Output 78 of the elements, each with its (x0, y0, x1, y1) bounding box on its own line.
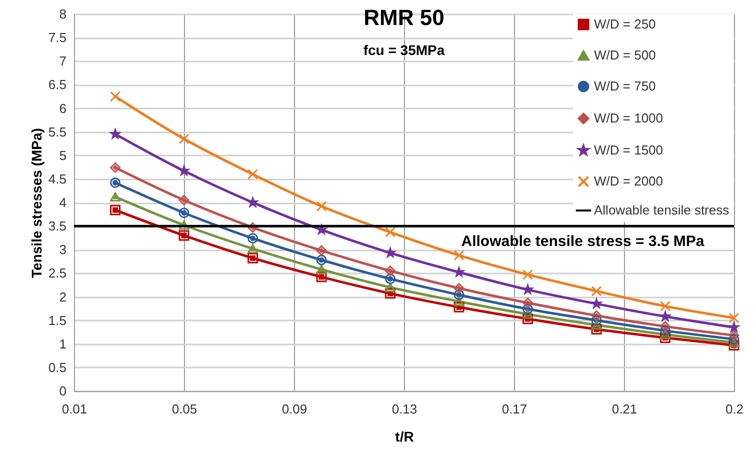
point (316, 254, 327, 266)
point (522, 298, 533, 308)
point (178, 166, 190, 176)
point (248, 169, 258, 180)
legend-label: Allowable tensile stress (594, 202, 730, 218)
y-tick-label: 1.5 (48, 312, 66, 328)
point (591, 320, 602, 330)
point (660, 311, 670, 321)
chart-title: RMR 50 (364, 5, 444, 30)
point (316, 201, 327, 212)
y-tick-label: 7.5 (48, 30, 66, 46)
x-tick-label: 0.01 (62, 402, 88, 416)
y-tick-label: 7 (59, 54, 66, 69)
y-tick-label: 3 (59, 242, 66, 258)
point (385, 226, 396, 238)
x-tick-label: 0.21 (612, 402, 638, 416)
y-tick-label: 0 (59, 384, 66, 398)
point (522, 269, 533, 280)
point (728, 322, 740, 332)
point (316, 264, 327, 274)
y-tick-label: 4.5 (48, 171, 66, 186)
point (248, 233, 258, 244)
point (385, 248, 396, 258)
y-tick-label: 2 (59, 289, 66, 304)
y-tick-label: 4 (59, 195, 66, 210)
legend-label: W/D = 250 (594, 16, 656, 32)
point (454, 302, 464, 312)
point (110, 162, 120, 173)
x-tick-label: 0.05 (172, 402, 198, 416)
y-tick-label: 0.5 (48, 360, 66, 375)
y-tick-label: 6 (59, 100, 66, 116)
legend-label: W/D = 1000 (594, 110, 664, 126)
point (728, 312, 740, 324)
point (178, 208, 190, 218)
x-tick-label: 0.09 (282, 402, 308, 416)
y-tick-label: 6.5 (48, 77, 66, 92)
point (110, 128, 120, 139)
point (178, 194, 190, 206)
point (248, 197, 258, 207)
point (248, 244, 258, 254)
y-tick-label: 2.5 (48, 266, 66, 281)
point (110, 91, 120, 102)
point (316, 272, 327, 282)
x-tick-label: 0.13 (392, 402, 418, 416)
point (316, 245, 327, 256)
y-axis-title: Tensile stresses (MPa) (28, 128, 44, 278)
legend-label: W/D = 2000 (594, 174, 664, 188)
point (248, 252, 258, 264)
point (385, 274, 396, 284)
point (178, 134, 190, 144)
legend-label: W/D = 1500 (594, 142, 664, 158)
point (454, 290, 464, 300)
point (454, 250, 464, 260)
point (110, 177, 120, 188)
y-tick-label: 3.5 (48, 218, 66, 234)
y-tick-label: 5 (59, 148, 66, 163)
point (454, 283, 464, 294)
x-axis-title: t/R (395, 428, 414, 444)
x-tick-label: 0.17 (502, 402, 528, 416)
point (110, 192, 120, 202)
text: fcu = 35MPa (363, 42, 445, 58)
y-tick-label: 5.5 (48, 124, 66, 140)
point (454, 267, 464, 277)
legend-label: W/D = 500 (594, 48, 656, 62)
point (316, 224, 327, 234)
point (522, 314, 533, 324)
y-tick-label: 1 (59, 336, 66, 352)
annotation: Allowable tensile stress = 3.5 MPa (461, 233, 705, 250)
point (178, 230, 190, 241)
point (385, 266, 396, 276)
point (591, 298, 602, 308)
x-tick-label: 0.2 (725, 402, 744, 416)
point (110, 204, 120, 216)
y-tick-label: 8 (59, 6, 66, 22)
point (591, 286, 602, 296)
point (660, 300, 670, 312)
point (385, 288, 396, 299)
legend-label: W/D = 750 (594, 78, 656, 94)
